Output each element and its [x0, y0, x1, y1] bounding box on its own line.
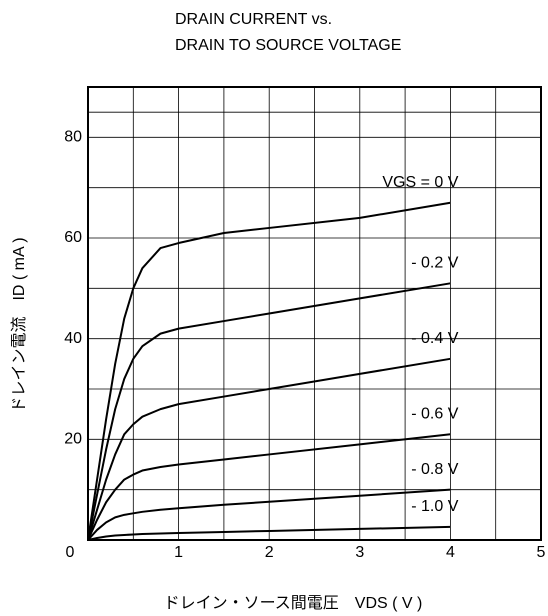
- x-tick-label: 1: [174, 544, 183, 561]
- plot-frame: [87, 86, 542, 541]
- series-label: VGS = 0 V: [382, 174, 458, 191]
- x-tick-label: 4: [446, 544, 455, 561]
- chart-title: DRAIN TO SOURCE VOLTAGE: [175, 37, 401, 54]
- y-tick-label: 20: [64, 431, 82, 448]
- x-axis-label: ドレイン・ソース間電圧 VDS ( V ): [164, 595, 423, 612]
- curve: [87, 282, 451, 541]
- x-tick-label: 3: [355, 544, 364, 561]
- series-label: - 0.2 V: [411, 255, 458, 272]
- curve: [87, 357, 451, 541]
- chart-title: DRAIN CURRENT vs.: [175, 11, 332, 28]
- y-tick-label: 60: [64, 229, 82, 246]
- series-label: - 0.8 V: [411, 461, 458, 478]
- x-tick-label: 2: [265, 544, 274, 561]
- y-tick-label: 40: [64, 330, 82, 347]
- curve: [87, 433, 451, 541]
- x-tick-label: 0: [66, 544, 75, 561]
- curve: [87, 525, 451, 541]
- y-tick-label: 80: [64, 129, 82, 146]
- curve: [87, 488, 451, 541]
- y-axis-label: ドレイン電流 ID ( mA ): [10, 237, 28, 412]
- series-label: - 0.6 V: [411, 406, 458, 423]
- series-label: - 0.4 V: [411, 330, 458, 347]
- series-label: - 1.0 V: [411, 498, 458, 515]
- x-tick-label: 5: [537, 544, 546, 561]
- curve: [87, 201, 451, 541]
